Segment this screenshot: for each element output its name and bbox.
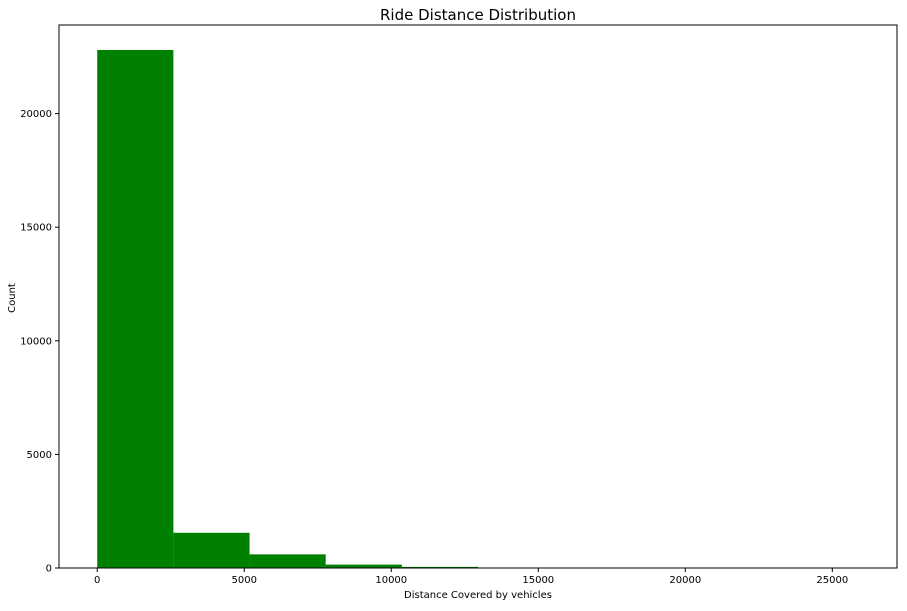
y-tick-label-0: 0 xyxy=(46,564,52,575)
x-tick-label-3: 15000 xyxy=(522,575,554,586)
y-tick-label-3: 15000 xyxy=(20,223,52,234)
y-tick-label-4: 20000 xyxy=(20,109,52,120)
histogram-bar-0 xyxy=(97,50,173,568)
x-tick-label-2: 10000 xyxy=(375,575,407,586)
x-tick-label-5: 25000 xyxy=(816,575,848,586)
y-tick-label-2: 10000 xyxy=(20,336,52,347)
histogram-bar-2 xyxy=(250,554,326,568)
x-tick-label-0: 0 xyxy=(94,575,100,586)
y-axis-label: Count xyxy=(7,283,18,313)
chart-title: Ride Distance Distribution xyxy=(380,6,576,24)
y-tick-label-1: 5000 xyxy=(27,450,52,461)
x-tick-label-4: 20000 xyxy=(669,575,701,586)
x-axis-label: Distance Covered by vehicles xyxy=(404,590,552,601)
histogram-bar-1 xyxy=(173,533,249,568)
x-tick-label-1: 5000 xyxy=(232,575,257,586)
histogram-bar-3 xyxy=(326,565,402,568)
